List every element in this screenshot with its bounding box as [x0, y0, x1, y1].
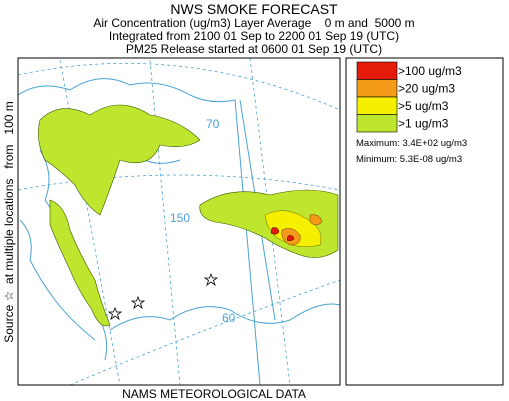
map-frame — [17, 57, 341, 386]
legend-swatch — [356, 96, 398, 115]
map: 70 150 60 — [17, 57, 341, 386]
legend: Maximum: 3.4E+02 ug/m3 Minimum: 5.3E-08 … — [345, 57, 504, 386]
legend-label: >5 ug/m3 — [398, 99, 449, 113]
legend-swatch — [356, 114, 398, 133]
legend-label: >100 ug/m3 — [398, 64, 462, 78]
map-label: 150 — [170, 211, 190, 225]
footer: NAMS METEOROLOGICAL DATA — [122, 387, 306, 401]
legend-frame — [345, 57, 504, 386]
subtitle: Integrated from 2100 01 Sep to 2200 01 S… — [109, 29, 399, 43]
legend-minimum: Minimum: 5.3E-08 ug/m3 — [356, 154, 462, 165]
map-label: 60 — [222, 311, 236, 325]
subtitle: Air Concentration (ug/m3) Layer Average … — [93, 16, 414, 30]
side-label: Source ☆ at multiple locations from 100 … — [2, 101, 16, 343]
legend-label: >20 ug/m3 — [398, 82, 455, 96]
title: NWS SMOKE FORECAST — [170, 1, 338, 17]
legend-maximum: Maximum: 3.4E+02 ug/m3 — [356, 138, 467, 149]
subtitle: PM25 Release started at 0600 01 Sep 19 (… — [126, 42, 382, 56]
map-label: 70 — [206, 117, 220, 131]
legend-label: >1 ug/m3 — [398, 117, 449, 131]
legend-swatch — [356, 79, 398, 98]
legend-swatch — [356, 61, 398, 80]
